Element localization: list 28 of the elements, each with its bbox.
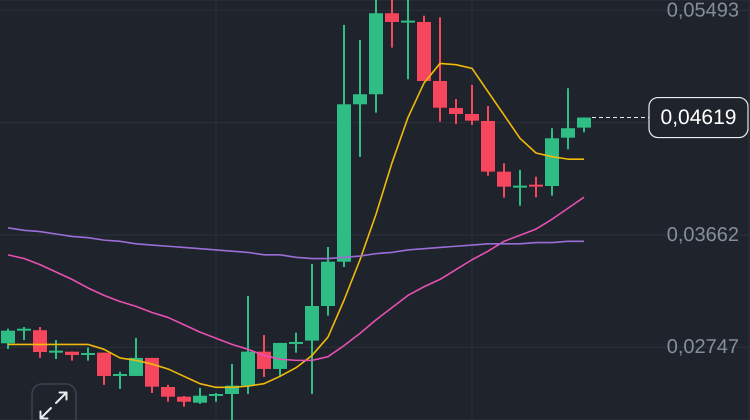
line-series (7, 227, 585, 260)
candlestick (401, 0, 415, 80)
candlestick (465, 84, 479, 126)
candlestick (129, 336, 143, 377)
candlestick (97, 352, 111, 386)
y-tick-label: 0,03662 (666, 224, 739, 246)
candlestick (353, 39, 367, 158)
candlestick (577, 116, 591, 134)
candlestick (529, 176, 543, 198)
candlestick (1, 328, 15, 350)
ref-line-label: 0,04619 (660, 106, 736, 130)
candlestick (289, 332, 303, 354)
y-tick-label: 0,05493 (666, 0, 739, 22)
candlestick (113, 370, 127, 390)
candlestick (193, 386, 207, 405)
candlestick (177, 394, 191, 408)
candlestick (497, 162, 511, 199)
candlestick (561, 87, 575, 150)
candlestick (161, 384, 175, 403)
candlestick (449, 98, 463, 125)
candlestick (513, 168, 527, 207)
candlestick (49, 339, 63, 360)
candlestick (257, 334, 271, 378)
candlestick (385, 0, 399, 49)
y-tick-label: 0,02747 (666, 336, 739, 358)
candlestick (81, 346, 95, 362)
candlestick (33, 326, 47, 359)
candlestick (17, 326, 31, 341)
